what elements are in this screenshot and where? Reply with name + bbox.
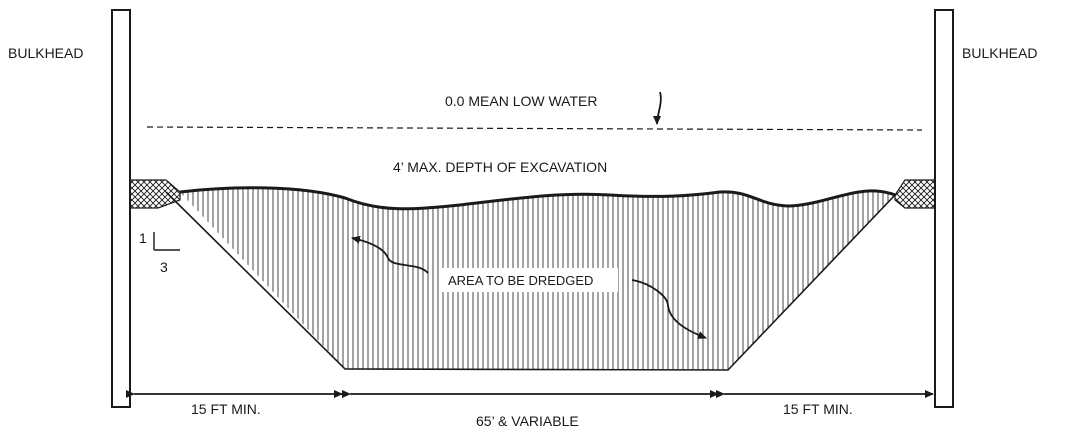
existing-bottom-profile bbox=[179, 186, 896, 211]
mean-low-water-label: 0.0 MEAN LOW WATER bbox=[445, 93, 597, 109]
bulkhead-left-label: BULKHEAD bbox=[8, 45, 83, 61]
bulkhead-right-wall bbox=[934, 9, 954, 408]
riprap-right bbox=[894, 179, 935, 209]
bulkhead-left-wall bbox=[111, 9, 131, 408]
mean-low-water-arrow bbox=[653, 91, 662, 125]
mean-low-water-line bbox=[146, 126, 923, 131]
area-arrow-left bbox=[351, 235, 429, 274]
area-to-be-dredged-label: AREA TO BE DREDGED bbox=[448, 273, 593, 288]
area-label-background bbox=[440, 268, 618, 292]
max-depth-label: 4’ MAX. DEPTH OF EXCAVATION bbox=[393, 159, 607, 175]
dimension-center: 65’ & VARIABLE bbox=[342, 390, 719, 429]
dimension-right: 15 FT MIN. bbox=[716, 390, 934, 417]
slope-indicator: 1 3 bbox=[139, 230, 180, 275]
area-arrow-right bbox=[631, 279, 707, 339]
slope-run-label: 3 bbox=[160, 259, 168, 275]
dimension-center-label: 65’ & VARIABLE bbox=[476, 413, 579, 429]
dimension-left-label: 15 FT MIN. bbox=[191, 401, 261, 417]
dimension-right-label: 15 FT MIN. bbox=[783, 401, 853, 417]
slope-rise-label: 1 bbox=[139, 230, 147, 246]
bulkhead-right-label: BULKHEAD bbox=[962, 45, 1037, 61]
riprap-left bbox=[130, 179, 181, 209]
dredge-template-outline bbox=[165, 191, 896, 371]
dimension-left: 15 FT MIN. bbox=[126, 390, 343, 417]
